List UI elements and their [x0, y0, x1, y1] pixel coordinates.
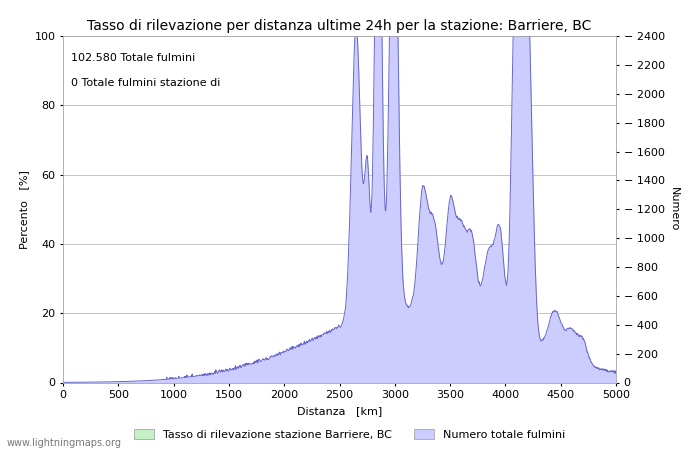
Text: 102.580 Totale fulmini: 102.580 Totale fulmini — [71, 53, 195, 63]
Y-axis label: Numero: Numero — [668, 187, 679, 231]
Legend: Tasso di rilevazione stazione Barriere, BC, Numero totale fulmini: Tasso di rilevazione stazione Barriere, … — [130, 425, 570, 445]
Text: 0 Totale fulmini stazione di: 0 Totale fulmini stazione di — [71, 77, 220, 88]
Y-axis label: Percento   [%]: Percento [%] — [19, 170, 29, 249]
X-axis label: Distanza   [km]: Distanza [km] — [297, 406, 382, 416]
Title: Tasso di rilevazione per distanza ultime 24h per la stazione: Barriere, BC: Tasso di rilevazione per distanza ultime… — [88, 19, 592, 33]
Text: www.lightningmaps.org: www.lightningmaps.org — [7, 438, 122, 448]
